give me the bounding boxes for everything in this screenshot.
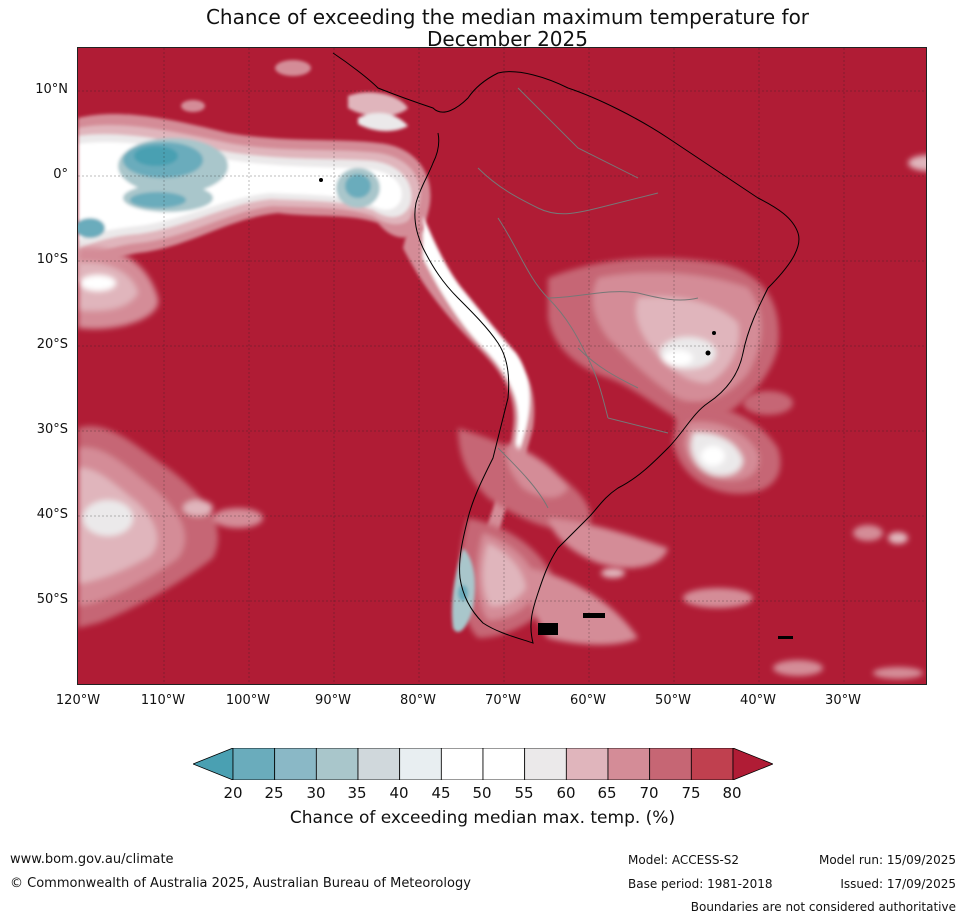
colorbar-extend-low: [193, 748, 234, 780]
islands: [319, 178, 793, 639]
colorbar-tick-40: 40: [389, 784, 409, 802]
footer-issued: Issued: 17/09/2025: [840, 877, 956, 891]
coastline: [332, 52, 800, 644]
colorbar-tick-65: 65: [597, 784, 617, 802]
colorbar-tick-60: 60: [556, 784, 576, 802]
lat-label-10s: 10°S: [36, 252, 68, 267]
footer-boundaries-note: Boundaries are not considered authoritat…: [690, 900, 956, 914]
colorbar-label: Chance of exceeding median max. temp. (%…: [0, 808, 965, 828]
pacific-anomaly-region: [78, 60, 431, 283]
colorbar-segment: [274, 748, 317, 780]
colorbar-segment: [232, 748, 276, 780]
colorbar-segment: [524, 748, 567, 780]
lon-label-60w: 60°W: [570, 693, 606, 708]
footer-model: Model: ACCESS-S2: [628, 853, 740, 867]
atlantic-anomaly-region: [601, 155, 926, 679]
lon-label-70w: 70°W: [485, 693, 521, 708]
footer-copyright: © Commonwealth of Australia 2025, Austra…: [10, 876, 471, 891]
south-pacific-anomaly-region: [78, 247, 263, 628]
colorbar-tick-55: 55: [514, 784, 534, 802]
map-title: Chance of exceeding the median maximum t…: [0, 6, 965, 50]
colorbar-tick-35: 35: [347, 784, 367, 802]
colorbar-tick-50: 50: [472, 784, 492, 802]
lon-label-30w: 30°W: [825, 693, 861, 708]
lon-label-120w: 120°W: [55, 693, 101, 708]
graticule: [78, 48, 926, 684]
colorbar-tick-20: 20: [223, 784, 243, 802]
lon-label-40w: 40°W: [740, 693, 776, 708]
lon-label-90w: 90°W: [315, 693, 351, 708]
colorbar-tick-80: 80: [722, 784, 742, 802]
colorbar-segment: [440, 748, 484, 780]
title-line-1: Chance of exceeding the median maximum t…: [205, 5, 810, 29]
colorbar-segment: [399, 748, 442, 780]
lat-label-20s: 20°S: [36, 337, 68, 352]
colorbar-tick-45: 45: [431, 784, 451, 802]
brazil-anomaly-region: [458, 258, 779, 645]
lat-label-10n: 10°N: [35, 82, 68, 97]
probability-map: [77, 47, 927, 685]
lat-label-50s: 50°S: [36, 592, 68, 607]
lon-label-110w: 110°W: [140, 693, 186, 708]
footer-base-period: Base period: 1981-2018: [628, 877, 773, 891]
colorbar-tick-70: 70: [639, 784, 659, 802]
lat-label-30s: 30°S: [36, 422, 68, 437]
colorbar-tick-75: 75: [681, 784, 701, 802]
lat-label-40s: 40°S: [36, 507, 68, 522]
colorbar-segment: [482, 748, 526, 780]
colorbar-segment: [649, 748, 692, 780]
colorbar-segment: [315, 748, 359, 780]
map-canvas: [78, 48, 926, 684]
colorbar-tick-30: 30: [306, 784, 326, 802]
colorbar: [193, 748, 773, 780]
lat-label-0: 0°: [53, 167, 68, 182]
footer-model-run: Model run: 15/09/2025: [818, 853, 956, 867]
footer-url: www.bom.gov.au/climate: [10, 852, 174, 867]
colorbar-segment: [607, 748, 651, 780]
colorbar-segment: [565, 748, 609, 780]
colorbar-extend-high: [732, 748, 773, 780]
country-borders: [477, 87, 699, 509]
colorbar-tick-25: 25: [264, 784, 284, 802]
colorbar-segment: [690, 748, 734, 780]
title-line-2: December 2025: [427, 27, 588, 51]
lon-label-50w: 50°W: [655, 693, 691, 708]
lon-label-100w: 100°W: [225, 693, 271, 708]
colorbar-segment: [357, 748, 401, 780]
lon-label-80w: 80°W: [400, 693, 436, 708]
colorbar-label-text: Chance of exceeding median max. temp. (%…: [289, 808, 676, 828]
